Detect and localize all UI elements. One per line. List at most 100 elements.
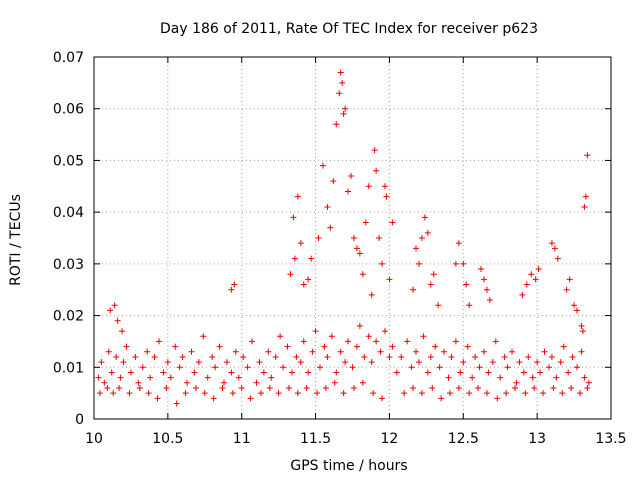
data-point	[182, 390, 189, 397]
data-point	[528, 271, 535, 278]
data-point	[359, 271, 366, 278]
data-point	[147, 374, 154, 381]
data-point	[192, 384, 199, 391]
data-point	[531, 384, 538, 391]
data-point	[331, 379, 338, 386]
plot-frame	[93, 56, 612, 420]
data-point	[424, 229, 431, 236]
data-point	[441, 348, 448, 355]
data-point	[480, 276, 487, 283]
data-point	[345, 338, 352, 345]
data-point	[540, 390, 547, 397]
data-point	[379, 395, 386, 402]
data-point	[268, 374, 275, 381]
data-point	[373, 167, 380, 174]
data-point	[492, 338, 499, 345]
data-point	[534, 359, 541, 366]
data-point	[584, 384, 591, 391]
data-point	[359, 379, 366, 386]
data-point	[219, 384, 226, 391]
x-tick-label: 13	[528, 431, 546, 447]
data-point	[257, 390, 264, 397]
data-point	[557, 359, 564, 366]
data-point	[529, 374, 536, 381]
data-point	[519, 291, 526, 298]
data-point	[151, 353, 158, 360]
data-point	[569, 353, 576, 360]
data-point	[324, 353, 331, 360]
data-point	[503, 390, 510, 397]
data-point	[95, 374, 102, 381]
data-point	[349, 364, 356, 371]
data-point	[291, 255, 298, 262]
data-point	[365, 333, 372, 340]
data-point	[333, 121, 340, 128]
data-point	[532, 276, 539, 283]
data-point	[418, 235, 425, 241]
data-point	[455, 240, 462, 247]
data-point	[435, 302, 442, 309]
data-point	[386, 276, 393, 283]
data-point	[345, 188, 352, 195]
data-point	[427, 281, 434, 288]
data-point	[238, 384, 245, 391]
data-point	[111, 302, 118, 309]
data-point	[486, 297, 493, 304]
data-point	[550, 384, 557, 391]
data-point	[377, 348, 384, 355]
data-point	[342, 359, 349, 366]
data-point	[421, 214, 428, 221]
data-point	[560, 343, 567, 350]
y-tick-label: 0.01	[53, 360, 84, 376]
data-point	[342, 105, 349, 112]
data-point	[223, 359, 230, 366]
data-point	[432, 343, 439, 350]
data-points	[95, 69, 592, 407]
data-point	[228, 369, 235, 376]
data-point	[247, 395, 254, 402]
x-tick-label: 12.5	[448, 431, 479, 447]
data-point	[466, 302, 473, 309]
data-point	[305, 276, 312, 283]
data-point	[231, 281, 238, 288]
data-point	[336, 90, 343, 97]
data-point	[478, 266, 485, 273]
data-point	[548, 240, 555, 247]
data-point	[356, 322, 363, 329]
data-point	[574, 364, 581, 371]
data-point	[350, 235, 357, 241]
data-point	[455, 384, 462, 391]
data-point	[398, 353, 405, 360]
data-point	[164, 359, 171, 366]
data-point	[509, 348, 516, 355]
data-point	[368, 359, 375, 366]
data-point	[277, 333, 284, 340]
data-point	[108, 369, 115, 376]
data-point	[448, 353, 455, 360]
data-point	[116, 384, 123, 391]
data-point	[312, 328, 319, 335]
data-point	[466, 390, 473, 397]
data-point	[288, 369, 295, 376]
data-point	[410, 384, 417, 391]
data-point	[501, 353, 508, 360]
data-point	[379, 260, 386, 267]
y-tick-label: 0	[75, 412, 84, 428]
data-point	[328, 333, 335, 340]
data-point	[418, 390, 425, 397]
data-point	[340, 110, 347, 117]
data-point	[535, 266, 542, 273]
data-point	[389, 343, 396, 350]
data-point	[452, 338, 459, 345]
data-point	[350, 384, 357, 391]
y-axis-ticks: 0 0.01 0.02 0.03 0.04 0.05 0.06 0.07	[53, 50, 611, 428]
data-point	[537, 369, 544, 376]
data-point	[381, 328, 388, 335]
x-axis-ticks: 10 10.5 11 11.5 12 12.5 13 13.5	[85, 57, 627, 447]
data-point	[114, 317, 121, 324]
data-point	[314, 390, 321, 397]
data-point	[163, 384, 170, 391]
data-point	[376, 235, 383, 241]
data-point	[489, 359, 496, 366]
data-point	[578, 348, 585, 355]
